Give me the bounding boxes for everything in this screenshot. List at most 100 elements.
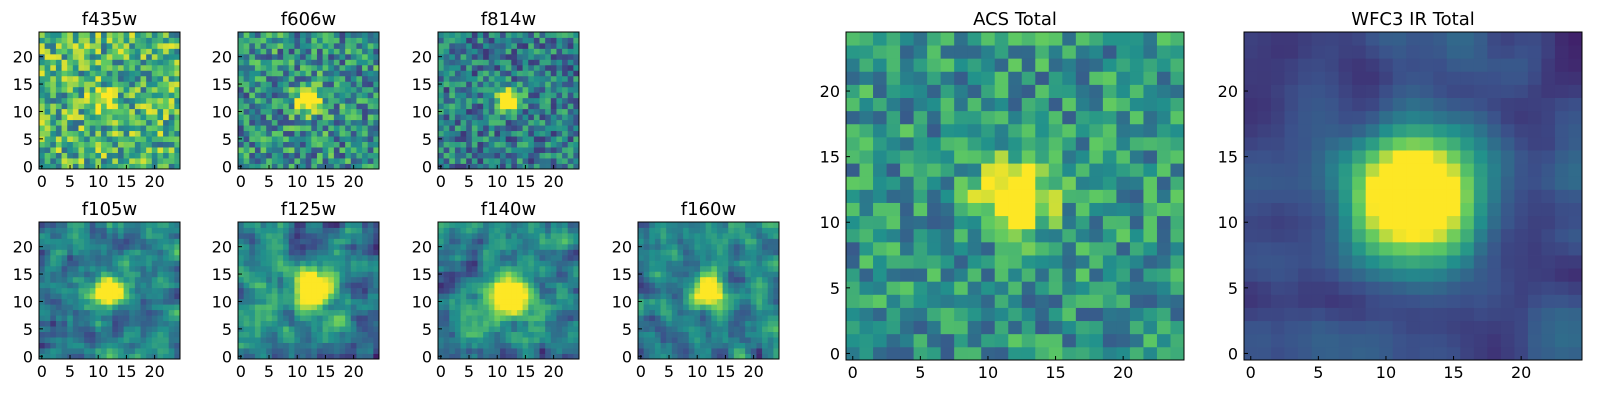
heatmap-cell xyxy=(328,32,335,38)
heatmap-cell xyxy=(488,315,495,322)
heatmap-cell xyxy=(174,152,181,159)
heatmap-cell xyxy=(106,48,113,55)
y-tick-label: 10 xyxy=(13,292,33,311)
heatmap-cell xyxy=(78,75,85,82)
heatmap-cell xyxy=(345,265,352,272)
heatmap-cell xyxy=(533,158,540,164)
heatmap-cell xyxy=(61,114,68,121)
heatmap-cell xyxy=(700,315,707,322)
heatmap-cell xyxy=(716,287,723,294)
heatmap-cell xyxy=(649,337,656,343)
heatmap-cell xyxy=(243,293,250,300)
heatmap-cell xyxy=(722,342,729,349)
heatmap-cell xyxy=(123,147,130,153)
heatmap-cell xyxy=(773,315,780,322)
heatmap-cell xyxy=(254,125,261,132)
heatmap-cell xyxy=(95,276,102,283)
heatmap-cell xyxy=(72,232,79,239)
heatmap-cell xyxy=(134,152,141,159)
heatmap-cell xyxy=(249,136,256,142)
heatmap-cell xyxy=(328,75,335,82)
heatmap-cell xyxy=(1116,136,1131,151)
heatmap-cell xyxy=(72,260,79,267)
heatmap-cell xyxy=(660,249,667,256)
heatmap-cell xyxy=(134,260,141,267)
heatmap-cell xyxy=(112,282,119,289)
heatmap-cell xyxy=(1062,294,1077,308)
heatmap-cell xyxy=(967,215,982,230)
heatmap-cell xyxy=(1129,163,1144,177)
heatmap-cell xyxy=(367,37,374,44)
heatmap-cell xyxy=(562,158,569,164)
heatmap-cell xyxy=(516,64,523,71)
heatmap-cell xyxy=(567,271,574,278)
heatmap-cell xyxy=(238,37,245,44)
heatmap-cell xyxy=(488,141,495,148)
heatmap-cell xyxy=(522,282,529,289)
heatmap-cell xyxy=(271,75,278,82)
heatmap-cell xyxy=(756,276,763,283)
heatmap-cell xyxy=(505,108,512,115)
heatmap-cell xyxy=(277,48,284,55)
heatmap-cell xyxy=(89,97,96,104)
heatmap-cell xyxy=(660,320,667,327)
y-tick-label: 20 xyxy=(13,48,33,67)
heatmap-cell xyxy=(238,152,245,159)
heatmap-cell xyxy=(367,136,374,142)
heatmap-cell xyxy=(500,249,507,256)
heatmap-cell xyxy=(243,342,250,349)
heatmap-cell xyxy=(300,48,307,55)
heatmap-cell xyxy=(78,114,85,121)
heatmap-cell xyxy=(443,227,450,234)
heatmap-cell xyxy=(254,42,261,49)
heatmap-cell xyxy=(316,342,323,349)
heatmap-cell xyxy=(129,125,136,132)
heatmap-cell xyxy=(562,331,569,338)
heatmap-cell xyxy=(773,331,780,338)
heatmap-cell xyxy=(350,42,357,49)
heatmap-cell xyxy=(750,315,757,322)
heatmap-cell xyxy=(328,238,335,245)
heatmap-cell xyxy=(339,42,346,49)
heatmap-cell xyxy=(539,282,546,289)
heatmap-cell xyxy=(277,326,284,332)
heatmap-cell xyxy=(362,265,369,272)
heatmap-cell xyxy=(533,86,540,93)
heatmap-cell xyxy=(106,125,113,132)
heatmap-cell xyxy=(1143,176,1158,190)
heatmap-cell xyxy=(50,158,57,164)
heatmap-cell xyxy=(573,70,580,77)
heatmap-cell xyxy=(773,293,780,300)
heatmap-cell xyxy=(305,326,312,332)
heatmap-cell xyxy=(146,276,153,283)
heatmap-cell xyxy=(694,265,701,272)
heatmap-cell xyxy=(50,86,57,93)
heatmap-cell xyxy=(1170,294,1185,308)
heatmap-cell xyxy=(101,243,108,250)
heatmap-cell xyxy=(305,37,312,44)
heatmap-cell xyxy=(163,353,170,360)
heatmap-cell xyxy=(101,254,108,261)
heatmap-cell xyxy=(728,304,735,311)
heatmap-cell xyxy=(294,114,301,121)
heatmap-cell xyxy=(505,260,512,267)
heatmap-cell xyxy=(356,331,363,338)
heatmap-cell xyxy=(249,70,256,77)
heatmap-cell xyxy=(61,298,68,305)
heatmap-cell xyxy=(711,348,718,354)
heatmap-cell xyxy=(168,337,175,343)
heatmap-cell xyxy=(294,348,301,354)
heatmap-cell xyxy=(112,119,119,126)
heatmap-cell xyxy=(449,48,456,55)
heatmap-cell xyxy=(705,243,712,250)
heatmap-cell xyxy=(733,254,740,261)
heatmap-cell xyxy=(545,222,552,228)
heatmap-cell xyxy=(112,260,119,267)
heatmap-cell xyxy=(477,232,484,239)
heatmap-cell xyxy=(688,342,695,349)
heatmap-cell xyxy=(55,337,62,343)
heatmap-cell xyxy=(539,254,546,261)
heatmap-cell xyxy=(500,315,507,322)
heatmap-cell xyxy=(168,287,175,294)
heatmap-cell xyxy=(55,53,62,60)
